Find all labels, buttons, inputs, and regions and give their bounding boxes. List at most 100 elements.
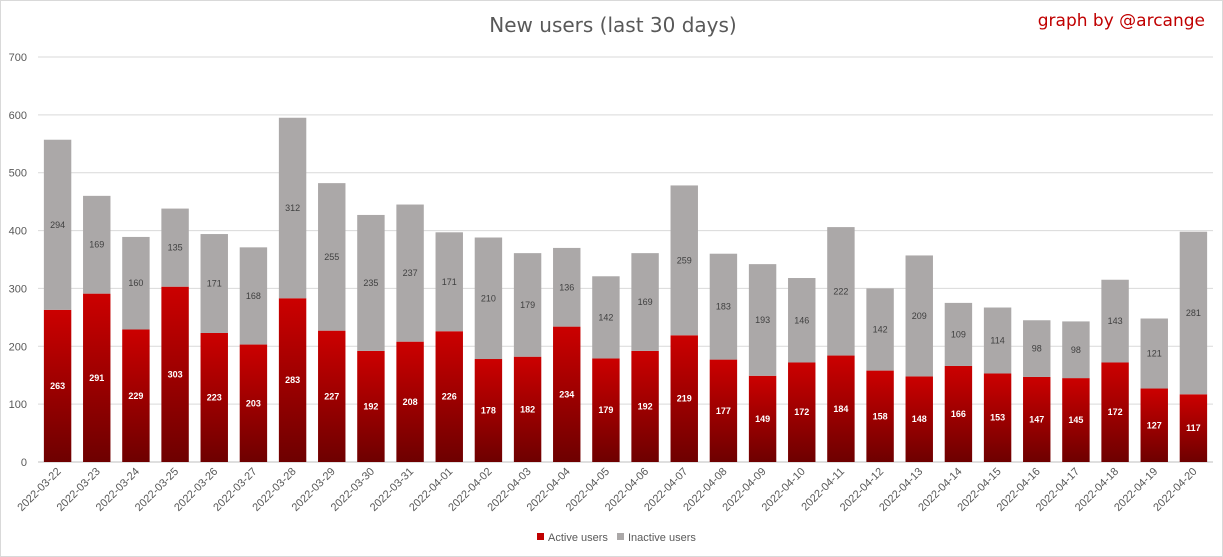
data-label-active: 192: [363, 401, 378, 411]
data-label-inactive: 237: [403, 268, 418, 278]
bar-inactive: [435, 232, 463, 332]
bar-inactive: [474, 237, 503, 360]
data-label-inactive: 121: [1147, 349, 1162, 359]
data-label-active: 127: [1147, 420, 1162, 430]
bar-active: [278, 298, 307, 462]
data-label-inactive: 171: [442, 277, 457, 287]
bar-active: [83, 293, 111, 462]
bar-inactive: [239, 247, 268, 345]
bar-inactive: [670, 185, 698, 336]
bar-inactive: [944, 302, 973, 366]
data-label-active: 148: [912, 414, 927, 424]
bar-inactive: [748, 264, 777, 376]
data-label-inactive: 142: [873, 325, 888, 335]
bar-inactive: [161, 208, 189, 287]
data-label-active: 117: [1186, 423, 1201, 433]
data-label-inactive: 179: [520, 300, 535, 310]
data-label-active: 158: [873, 411, 888, 421]
bar-inactive: [631, 253, 659, 351]
legend-swatch-active: [537, 533, 544, 540]
bar-active: [748, 375, 777, 462]
bar-active: [122, 329, 150, 462]
gridlines: [38, 56, 1213, 463]
bar-inactive: [553, 247, 581, 327]
data-label-active: 153: [990, 413, 1005, 423]
bar-inactive: [983, 307, 1012, 374]
data-label-active: 177: [716, 406, 731, 416]
data-label-active: 147: [1029, 414, 1044, 424]
bar-inactive: [83, 195, 111, 294]
data-label-active: 178: [481, 406, 496, 416]
bar-inactive: [1101, 279, 1129, 363]
data-label-inactive: 136: [559, 282, 574, 292]
data-label-inactive: 135: [168, 243, 183, 253]
y-tick-label: 200: [9, 341, 27, 353]
bar-inactive: [513, 253, 542, 357]
data-label-inactive: 169: [638, 297, 653, 307]
y-tick-label: 500: [9, 168, 27, 180]
bar-active: [318, 330, 346, 462]
y-tick-label: 700: [9, 52, 27, 64]
data-label-active: 149: [755, 414, 770, 424]
bar-active: [1179, 394, 1208, 462]
data-label-inactive: 98: [1071, 345, 1081, 355]
bars: 263 294 291 169 229 160 303 135 223 171 203 168 283 3…: [43, 117, 1208, 462]
bar-active: [239, 344, 268, 462]
bar-inactive: [709, 253, 738, 360]
data-label-inactive: 171: [207, 279, 222, 289]
data-label-active: 172: [1108, 407, 1123, 417]
bar-inactive: [278, 117, 307, 299]
bar-active: [983, 373, 1012, 462]
bar-inactive: [357, 214, 385, 351]
bar-active: [592, 358, 620, 462]
bar-active: [1140, 388, 1168, 462]
data-label-inactive: 109: [951, 329, 966, 339]
data-label-inactive: 143: [1108, 316, 1123, 326]
bar-inactive: [200, 234, 228, 333]
bar-active: [357, 350, 385, 462]
bar-inactive: [43, 139, 72, 310]
bar-active: [1023, 376, 1051, 462]
bar-inactive: [318, 183, 346, 331]
y-tick-label: 100: [9, 399, 27, 411]
bar-active: [474, 359, 503, 462]
y-tick-label: 300: [9, 283, 27, 295]
data-label-active: 303: [168, 369, 183, 379]
bar-active: [788, 362, 816, 462]
bar-active: [513, 356, 542, 462]
bar-active: [905, 376, 933, 462]
bar-active: [670, 335, 698, 462]
bar-active: [827, 355, 855, 462]
bar-active: [1101, 362, 1129, 462]
data-label-inactive: 210: [481, 293, 496, 303]
data-label-inactive: 169: [89, 240, 104, 250]
bar-active: [435, 331, 463, 462]
data-label-active: 223: [207, 392, 222, 402]
bar-inactive: [122, 236, 150, 330]
data-label-active: 203: [246, 398, 261, 408]
data-label-inactive: 142: [598, 312, 613, 322]
y-axis: 0 100 200 300 400 500 600 700: [9, 52, 27, 469]
bar-inactive: [827, 227, 855, 356]
data-label-active: 145: [1068, 415, 1083, 425]
data-label-active: 166: [951, 409, 966, 419]
x-axis: 2022-03-222022-03-232022-03-242022-03-25…: [15, 466, 1199, 514]
data-label-active: 226: [442, 392, 457, 402]
data-label-inactive: 259: [677, 255, 692, 265]
bar-inactive: [905, 255, 933, 377]
bar-inactive: [1023, 320, 1051, 377]
data-label-inactive: 222: [833, 286, 848, 296]
data-label-active: 219: [677, 394, 692, 404]
y-tick-label: 600: [9, 110, 27, 122]
data-label-active: 283: [285, 375, 300, 385]
bar-active: [1062, 378, 1090, 462]
data-label-inactive: 183: [716, 302, 731, 312]
data-label-inactive: 114: [990, 336, 1004, 346]
bar-inactive: [866, 288, 894, 371]
data-label-active: 234: [559, 389, 574, 399]
legend-label-inactive: Inactive users: [628, 532, 696, 544]
y-tick-label: 400: [9, 226, 27, 238]
bar-inactive: [396, 204, 424, 342]
